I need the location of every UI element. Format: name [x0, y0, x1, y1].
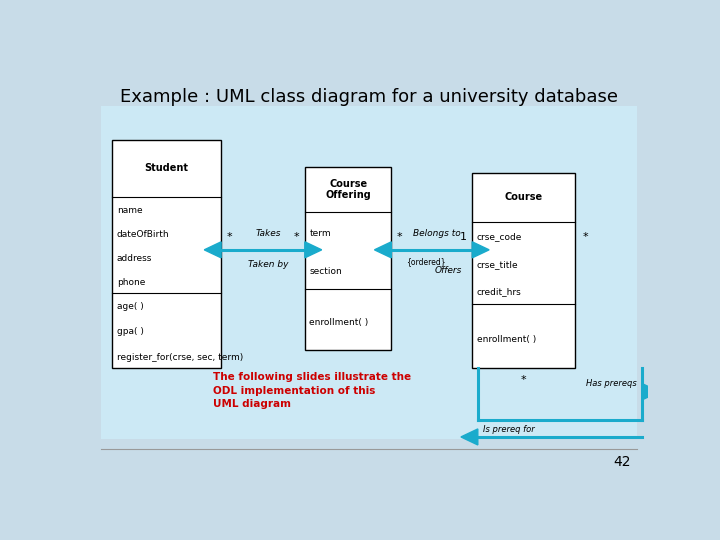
Polygon shape — [472, 242, 489, 258]
Polygon shape — [461, 429, 478, 445]
FancyBboxPatch shape — [101, 106, 637, 439]
Text: *: * — [582, 232, 588, 242]
Text: phone: phone — [117, 278, 145, 287]
Polygon shape — [374, 242, 392, 258]
Text: *: * — [227, 232, 233, 242]
Text: crse_code: crse_code — [477, 232, 522, 241]
Text: address: address — [117, 254, 152, 262]
Text: 1: 1 — [459, 232, 467, 242]
Text: Course: Course — [505, 192, 543, 202]
Text: Student: Student — [145, 163, 189, 173]
Text: Has prereqs: Has prereqs — [586, 379, 637, 388]
Text: Taken by: Taken by — [248, 260, 289, 269]
Polygon shape — [204, 242, 221, 258]
Polygon shape — [305, 242, 322, 258]
Text: *: * — [521, 375, 526, 384]
Text: Example : UML class diagram for a university database: Example : UML class diagram for a univer… — [120, 87, 618, 106]
Text: Is prereq for: Is prereq for — [483, 424, 535, 434]
Text: *: * — [294, 232, 300, 242]
Text: enrollment( ): enrollment( ) — [310, 318, 369, 327]
Polygon shape — [642, 384, 660, 400]
Text: Takes: Takes — [256, 229, 282, 238]
Text: section: section — [310, 267, 342, 276]
Text: Course
Offering: Course Offering — [325, 179, 371, 200]
Text: name: name — [117, 206, 143, 214]
Text: 42: 42 — [613, 455, 631, 469]
Text: term: term — [310, 229, 331, 238]
FancyBboxPatch shape — [472, 173, 575, 368]
Text: {ordered}: {ordered} — [406, 258, 446, 266]
Text: dateOfBirth: dateOfBirth — [117, 230, 169, 239]
Text: *: * — [397, 232, 402, 242]
Text: Belongs to: Belongs to — [413, 229, 462, 238]
Text: credit_hrs: credit_hrs — [477, 287, 521, 296]
Text: age( ): age( ) — [117, 302, 143, 311]
Text: register_for(crse, sec, term): register_for(crse, sec, term) — [117, 353, 243, 361]
FancyBboxPatch shape — [112, 140, 221, 368]
Text: Offers: Offers — [435, 266, 462, 275]
Text: enrollment( ): enrollment( ) — [477, 335, 536, 344]
Text: gpa( ): gpa( ) — [117, 327, 144, 336]
Text: The following slides illustrate the
ODL implementation of this
UML diagram: The following slides illustrate the ODL … — [213, 373, 411, 409]
Text: crse_title: crse_title — [477, 260, 518, 269]
FancyBboxPatch shape — [305, 167, 392, 349]
